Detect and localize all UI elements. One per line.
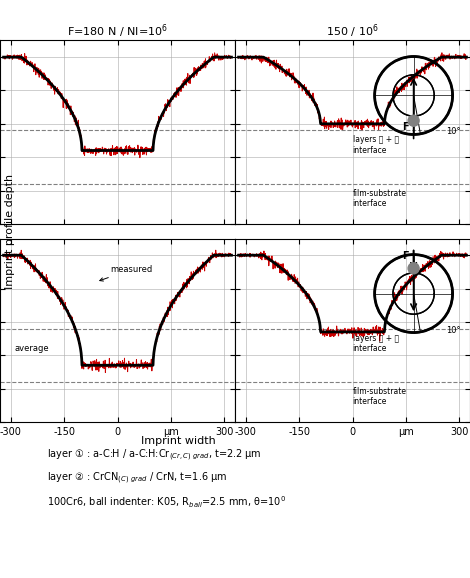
- Text: film-substrate
interface: film-substrate interface: [352, 189, 407, 208]
- Text: 100Cr6, ball indenter: K05, R$_{ball}$=2.5 mm, θ=10$^0$: 100Cr6, ball indenter: K05, R$_{ball}$=2…: [47, 494, 286, 510]
- Text: film-substrate
interface: film-substrate interface: [352, 387, 407, 406]
- Title: 150 / 10$^6$: 150 / 10$^6$: [326, 23, 379, 40]
- Title: F=180 N / NI=10$^6$: F=180 N / NI=10$^6$: [67, 23, 168, 40]
- Text: measured: measured: [100, 265, 153, 281]
- Text: layers Ⓢ + Ⓓ
interface: layers Ⓢ + Ⓓ interface: [352, 135, 399, 155]
- Text: layer ① : a-C:H / a-C:H:Cr$_{(Cr,C)\ grad}$, t=2.2 μm: layer ① : a-C:H / a-C:H:Cr$_{(Cr,C)\ gra…: [47, 448, 262, 464]
- Text: layers Ⓢ + Ⓓ
interface: layers Ⓢ + Ⓓ interface: [352, 334, 399, 353]
- Text: Imprint width: Imprint width: [141, 436, 216, 446]
- Text: layer ② : CrCN$_{(C)\ grad}$ / CrN, t=1.6 μm: layer ② : CrCN$_{(C)\ grad}$ / CrN, t=1.…: [47, 471, 227, 487]
- Text: average: average: [14, 344, 49, 353]
- Text: Imprint profile depth: Imprint profile depth: [5, 173, 15, 289]
